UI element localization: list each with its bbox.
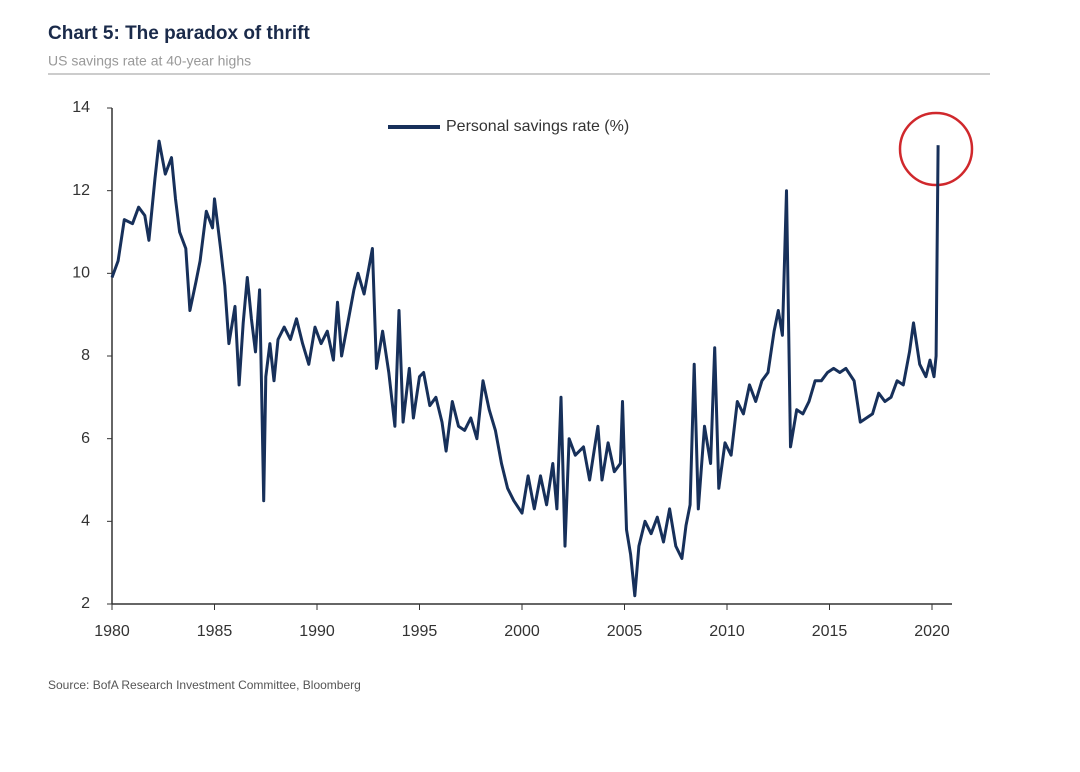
- y-tick-label: 2: [81, 595, 90, 612]
- y-tick-label: 12: [72, 182, 90, 199]
- x-tick-label: 2000: [504, 623, 540, 640]
- series-line: [110, 139, 940, 598]
- y-tick-label: 10: [72, 265, 90, 282]
- x-tick-label: 1980: [94, 623, 130, 640]
- x-tick-label: 1990: [299, 623, 335, 640]
- source-note: Source: BofA Research Investment Committ…: [48, 678, 361, 692]
- legend-label: Personal savings rate (%): [446, 118, 629, 135]
- x-tick-label: 1985: [197, 623, 233, 640]
- x-tick-label: 2010: [709, 623, 745, 640]
- y-tick-label: 6: [81, 430, 90, 447]
- x-tick-label: 2020: [914, 623, 950, 640]
- y-tick-label: 4: [81, 513, 90, 530]
- x-tick-label: 2005: [607, 623, 643, 640]
- x-tick-label: 2015: [812, 623, 848, 640]
- x-tick-label: 1995: [402, 623, 438, 640]
- y-tick-label: 8: [81, 347, 90, 364]
- chart-title: Chart 5: The paradox of thrift: [48, 23, 310, 44]
- chart-subtitle: US savings rate at 40-year highs: [48, 53, 251, 69]
- y-tick-label: 14: [72, 99, 90, 116]
- highlight-circle: [898, 111, 974, 187]
